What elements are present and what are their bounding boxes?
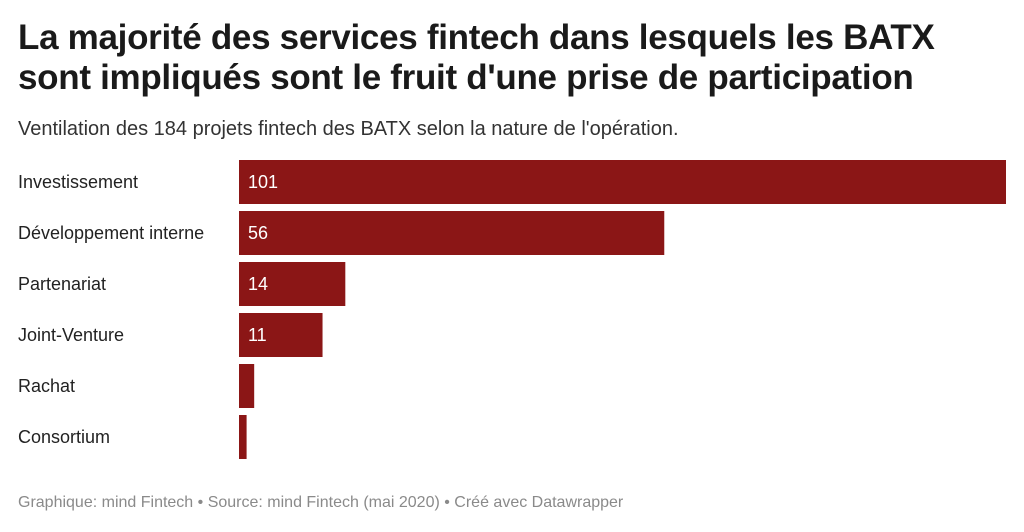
category-label: Développement interne bbox=[18, 223, 204, 243]
category-label: Investissement bbox=[18, 172, 138, 192]
bar bbox=[239, 313, 323, 357]
bar-value-label: 11 bbox=[248, 325, 267, 345]
bar-value-label: 56 bbox=[248, 223, 268, 243]
chart-subtitle: Ventilation des 184 projets fintech des … bbox=[18, 118, 679, 140]
bar-value-label: 14 bbox=[248, 274, 268, 294]
bar bbox=[239, 415, 247, 459]
bar-value-label: 101 bbox=[248, 172, 278, 192]
bar-chart: Investissement 101 Développement interne 56… bbox=[18, 160, 1006, 459]
category-label: Partenariat bbox=[18, 274, 106, 294]
bar bbox=[239, 262, 346, 306]
category-label: Joint-Venture bbox=[18, 325, 124, 345]
category-label: Consortium bbox=[18, 427, 110, 447]
bar bbox=[239, 364, 255, 408]
category-label: Rachat bbox=[18, 376, 75, 396]
chart-title: La majorité des services fintech dans le… bbox=[18, 18, 935, 97]
bar bbox=[239, 211, 665, 255]
chart-footer: Graphique: mind Fintech • Source: mind F… bbox=[18, 494, 624, 511]
bar bbox=[239, 160, 1006, 204]
